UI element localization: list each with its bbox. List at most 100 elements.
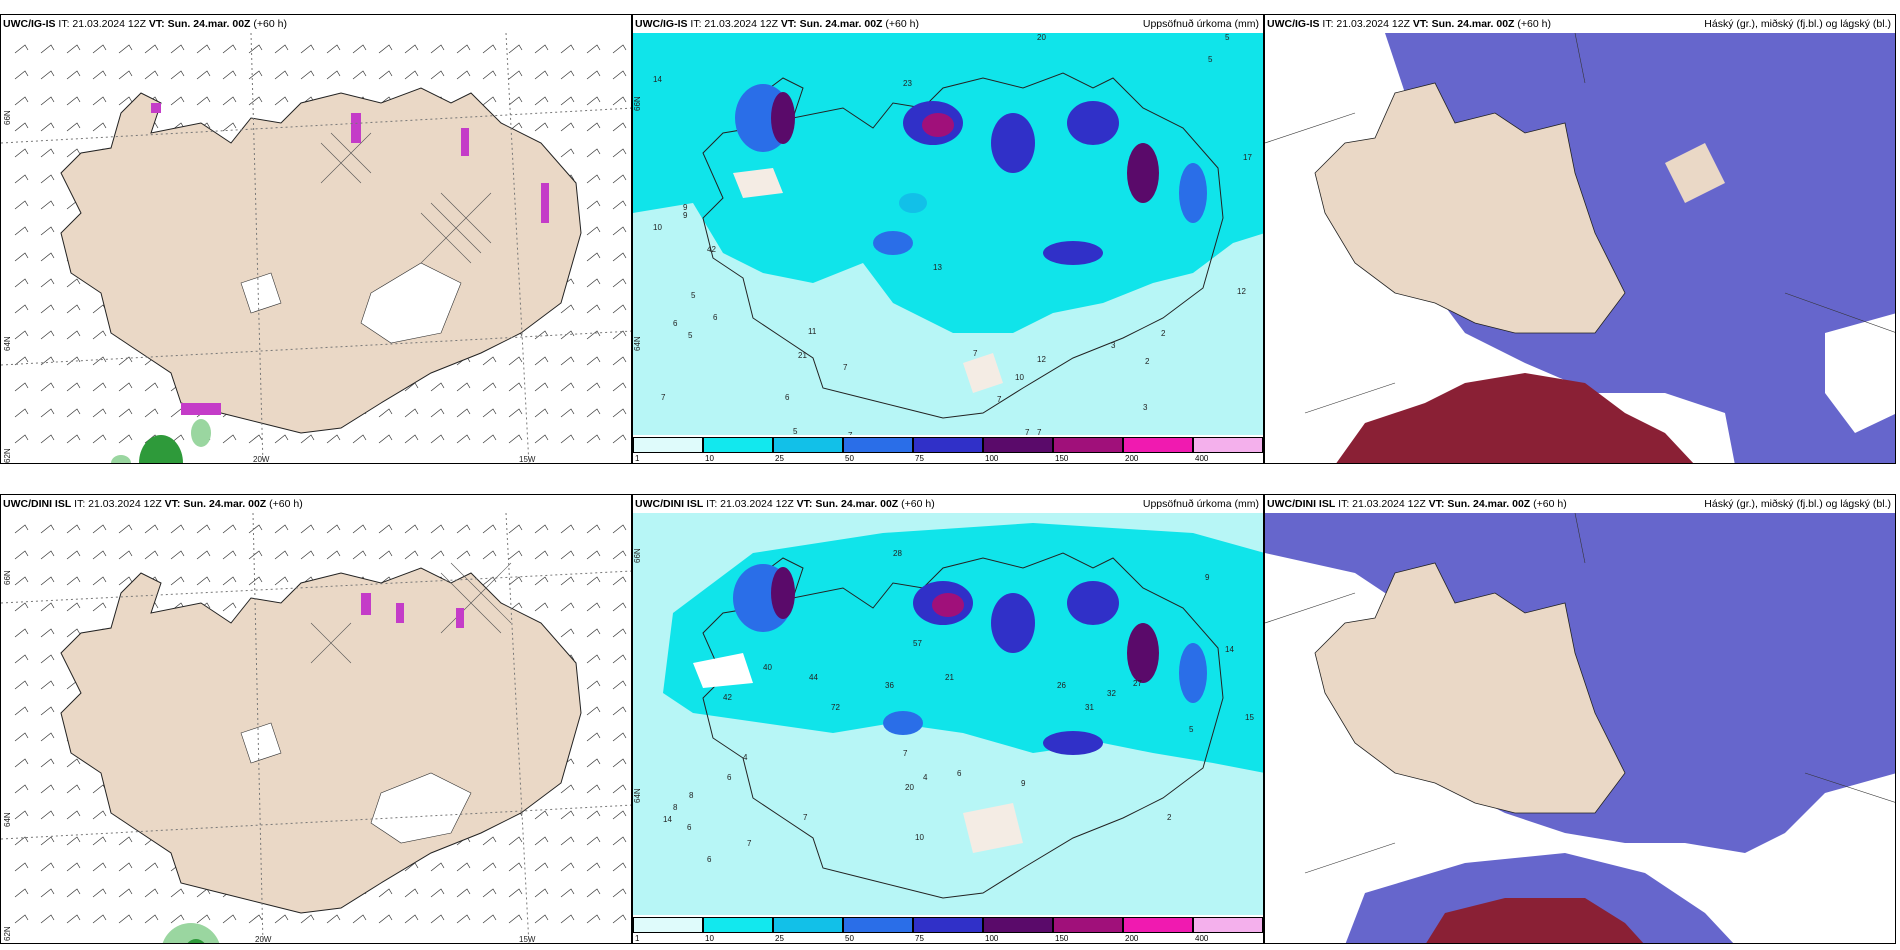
wind-barb	[482, 576, 497, 586]
wind-barb	[14, 174, 29, 184]
wind-barb	[482, 862, 497, 872]
wind-barb	[14, 914, 29, 924]
wind-barb	[586, 550, 601, 560]
panel-wind-ig-is: UWC/IG-IS IT: 21.03.2024 12Z VT: Sun. 24…	[0, 14, 632, 464]
wind-barb	[404, 888, 419, 898]
colorbar-swatch	[983, 437, 1053, 453]
wind-barb	[456, 888, 471, 898]
wind-barb	[92, 70, 107, 80]
wind-barb	[14, 44, 29, 54]
wind-barb	[534, 330, 549, 340]
valid-time: Sun. 24.mar. 00Z	[167, 18, 251, 30]
grid-line	[1304, 842, 1396, 874]
wind-barb	[456, 914, 471, 924]
colorbar-tick: 75	[915, 454, 924, 463]
precip-value: 5	[793, 427, 798, 436]
wind-barb	[248, 434, 263, 444]
wind-barb	[118, 524, 133, 534]
wind-barb	[222, 434, 237, 444]
colorbar-swatch	[773, 437, 843, 453]
wind-barb	[300, 70, 315, 80]
colorbar-tick: 150	[1055, 454, 1069, 463]
model-name: UWC/DINI ISL	[1267, 498, 1336, 510]
wind-barb	[612, 810, 627, 820]
wind-barb	[118, 408, 133, 418]
wind-barb	[586, 654, 601, 664]
wind-barb	[508, 862, 523, 872]
wind-barb	[14, 576, 29, 586]
wind-barb	[612, 44, 627, 54]
model-name: UWC/IG-IS	[635, 18, 688, 30]
wind-barb	[612, 70, 627, 80]
wind-barb	[40, 304, 55, 314]
wind-barb	[586, 784, 601, 794]
wind-barb	[586, 174, 601, 184]
wind-barb	[612, 576, 627, 586]
wind-barb	[586, 122, 601, 132]
wind-barb	[612, 408, 627, 418]
snow-area	[240, 722, 282, 764]
wind-barb	[430, 44, 445, 54]
grid-line	[1784, 292, 1895, 333]
wind-barb	[586, 810, 601, 820]
graupel-hatch	[320, 132, 492, 264]
precip-value: 6	[785, 393, 790, 402]
wind-barb	[430, 524, 445, 534]
wind-barb	[456, 70, 471, 80]
wind-barb	[612, 888, 627, 898]
lead-time: (+60 h)	[1533, 498, 1567, 510]
precip-value: 6	[707, 855, 712, 864]
precip-value: 5	[688, 331, 693, 340]
wind-barb	[40, 96, 55, 106]
wind-barb	[92, 836, 107, 846]
wind-barb	[144, 524, 159, 534]
wind-barb	[560, 888, 575, 898]
wind-barb	[430, 888, 445, 898]
valid-time: Sun. 24.mar. 00Z	[815, 498, 899, 510]
wind-barb	[222, 576, 237, 586]
wind-barb	[586, 356, 601, 366]
precip-value: 7	[661, 393, 666, 402]
wind-barb	[586, 862, 601, 872]
wind-barb	[430, 862, 445, 872]
land-clear	[1314, 562, 1626, 814]
wind-barb	[560, 602, 575, 612]
lat-label-66: 66N	[3, 570, 12, 585]
wind-barb	[92, 434, 107, 444]
wind-barb	[196, 914, 211, 924]
wind-barb	[14, 628, 29, 638]
wind-barb	[534, 356, 549, 366]
wind-barb	[612, 784, 627, 794]
wind-barb	[92, 550, 107, 560]
wind-barb	[92, 44, 107, 54]
wind-barb	[430, 70, 445, 80]
wind-barb	[560, 330, 575, 340]
iceland-outline	[702, 552, 1224, 899]
wind-barb	[40, 654, 55, 664]
wind-barb	[612, 226, 627, 236]
colorbar-swatch	[1123, 917, 1193, 933]
latitude-line	[1, 107, 631, 144]
wind-barb	[118, 914, 133, 924]
wind-barb	[92, 330, 107, 340]
wind-barb	[508, 888, 523, 898]
wind-barb	[586, 888, 601, 898]
wind-barb	[66, 862, 81, 872]
precip-value: 6	[673, 319, 678, 328]
wind-barb	[378, 914, 393, 924]
wind-barb	[482, 550, 497, 560]
precip-value: 2	[1145, 357, 1150, 366]
precip-value: 7	[997, 395, 1002, 404]
wind-barb	[274, 524, 289, 534]
wind-barb	[352, 914, 367, 924]
wind-barb	[586, 70, 601, 80]
wind-barb	[222, 96, 237, 106]
wind-barb	[586, 732, 601, 742]
wind-barb	[14, 758, 29, 768]
precip-value: 7	[843, 363, 848, 372]
wind-barb	[612, 732, 627, 742]
wind-barb	[560, 304, 575, 314]
precip-value: 31	[1085, 703, 1094, 712]
wind-barb	[14, 330, 29, 340]
clear-area	[1785, 793, 1895, 943]
